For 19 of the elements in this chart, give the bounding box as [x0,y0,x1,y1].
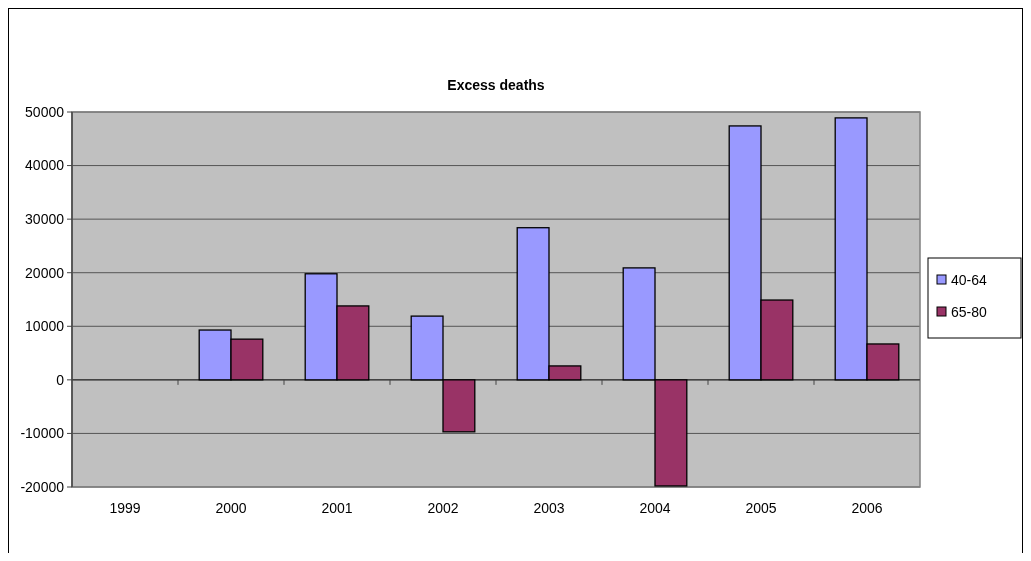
y-tick-label: 50000 [25,103,65,120]
chart-title: Excess deaths [447,77,545,93]
legend-label: 40-64 [951,271,988,288]
y-tick-label: 20000 [25,264,65,281]
x-tick-label: 1999 [109,500,141,516]
y-tick-label: 0 [56,371,65,388]
x-tick-label: 2001 [321,500,353,516]
x-tick-label: 2000 [215,500,247,516]
y-tick-label: 40000 [25,157,65,174]
x-tick-label: 2004 [639,500,671,516]
y-tick-label: -20000 [20,478,65,495]
y-tick-label: 30000 [25,211,65,228]
y-tick-label: -10000 [20,425,65,442]
y-tick-label: 10000 [25,318,65,335]
x-tick-label: 2003 [533,500,565,516]
x-tick-label: 2005 [745,500,777,516]
legend-label: 65-80 [951,303,988,320]
x-tick-label: 2006 [851,500,883,516]
x-tick-label: 2002 [427,500,459,516]
